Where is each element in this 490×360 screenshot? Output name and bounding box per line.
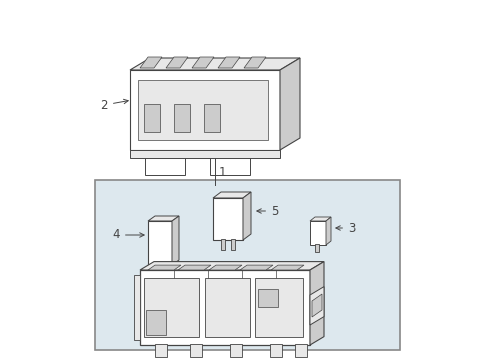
Bar xyxy=(255,278,303,337)
Polygon shape xyxy=(130,58,300,70)
Bar xyxy=(258,289,278,307)
Polygon shape xyxy=(240,265,273,270)
Bar xyxy=(95,180,400,350)
Text: 4: 4 xyxy=(113,229,144,242)
Bar xyxy=(174,104,190,132)
Polygon shape xyxy=(134,275,140,340)
Polygon shape xyxy=(312,294,322,317)
Polygon shape xyxy=(148,216,179,221)
Polygon shape xyxy=(192,57,214,68)
Bar xyxy=(155,344,167,357)
Bar xyxy=(190,344,202,357)
Polygon shape xyxy=(130,70,280,150)
Bar xyxy=(138,80,268,140)
Bar xyxy=(221,239,225,250)
Polygon shape xyxy=(310,217,331,221)
Bar xyxy=(144,104,160,132)
Text: 1: 1 xyxy=(219,166,226,179)
Text: 3: 3 xyxy=(336,221,355,234)
Polygon shape xyxy=(148,221,172,265)
Polygon shape xyxy=(280,58,300,150)
Text: 5: 5 xyxy=(257,204,278,217)
Bar xyxy=(163,264,167,275)
Bar xyxy=(295,344,307,357)
Bar xyxy=(230,344,242,357)
Polygon shape xyxy=(172,216,179,265)
Bar xyxy=(204,104,220,132)
Bar xyxy=(153,264,157,275)
Bar xyxy=(205,278,250,337)
Polygon shape xyxy=(140,262,324,270)
Bar xyxy=(270,344,282,357)
Polygon shape xyxy=(244,57,266,68)
Polygon shape xyxy=(218,57,240,68)
Polygon shape xyxy=(178,265,211,270)
Polygon shape xyxy=(210,150,250,175)
Polygon shape xyxy=(310,262,324,345)
Polygon shape xyxy=(271,265,304,270)
Polygon shape xyxy=(145,150,185,175)
Polygon shape xyxy=(310,221,326,245)
Polygon shape xyxy=(140,57,162,68)
Polygon shape xyxy=(310,287,324,325)
Bar xyxy=(146,310,166,335)
Polygon shape xyxy=(213,192,251,198)
Bar xyxy=(231,239,235,250)
Polygon shape xyxy=(243,192,251,240)
Polygon shape xyxy=(148,265,181,270)
Polygon shape xyxy=(326,217,331,245)
Polygon shape xyxy=(166,57,188,68)
Polygon shape xyxy=(140,270,310,345)
Polygon shape xyxy=(213,198,243,240)
Bar xyxy=(144,278,199,337)
Text: 2: 2 xyxy=(100,99,128,112)
Polygon shape xyxy=(130,150,280,158)
Bar xyxy=(315,244,319,252)
Polygon shape xyxy=(209,265,242,270)
